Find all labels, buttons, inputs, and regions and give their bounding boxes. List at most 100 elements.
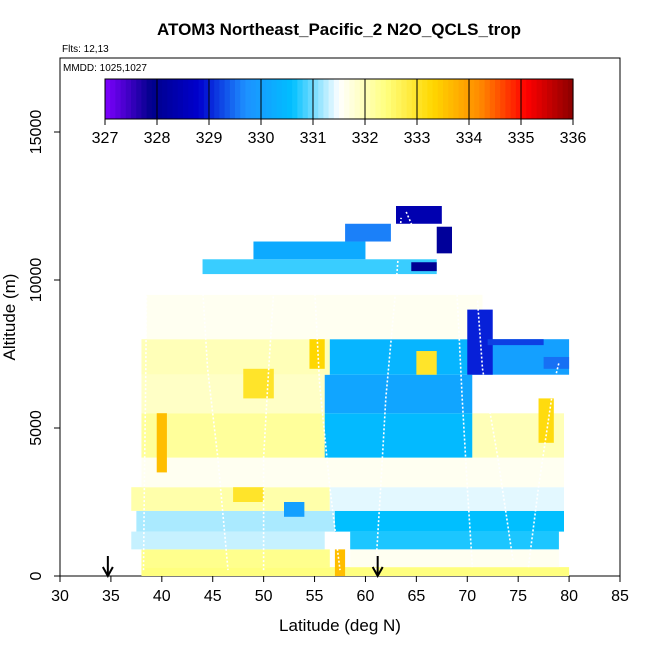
- colorbar-swatch: [224, 79, 231, 119]
- heatmap-cell-30: [543, 356, 570, 369]
- heatmap-cell-37: [538, 398, 554, 443]
- heatmap-cell-9: [329, 487, 564, 511]
- colorbar-tick-label: 330: [248, 130, 275, 147]
- colorbar-swatch: [167, 79, 174, 119]
- heatmap-cell-22: [202, 259, 437, 275]
- colorbar-swatch: [500, 79, 506, 119]
- colorbar-swatch: [432, 79, 439, 119]
- colorbar-swatch: [552, 79, 558, 119]
- flight-track-1: [201, 285, 229, 571]
- x-tick-label: 50: [255, 588, 273, 605]
- heatmap-cell-11: [141, 413, 325, 458]
- colorbar-swatch: [427, 79, 434, 119]
- colorbar-swatch: [198, 79, 205, 119]
- colorbar-swatch: [495, 79, 501, 119]
- colorbar-swatch: [526, 79, 532, 119]
- colorbar-swatch: [110, 79, 116, 119]
- x-tick-label: 40: [153, 588, 171, 605]
- colorbar-swatch: [209, 79, 215, 119]
- heatmap-cell-14: [141, 374, 325, 414]
- colorbar-swatch: [370, 79, 376, 119]
- colorbar-swatch: [333, 79, 340, 119]
- heatmap-cell-12: [324, 413, 473, 458]
- colorbar-tick-label: 328: [144, 130, 171, 147]
- colorbar-swatch: [531, 79, 538, 119]
- colorbar-swatch: [183, 79, 189, 119]
- colorbar-swatch: [458, 79, 465, 119]
- colorbar-swatch: [229, 79, 236, 119]
- colorbar-swatch: [557, 79, 564, 119]
- colorbar-swatch: [266, 79, 272, 119]
- colorbar-swatch: [125, 79, 132, 119]
- colorbar-swatch: [359, 79, 366, 119]
- y-tick-label: 10000: [28, 258, 45, 303]
- heatmap-cell-7: [334, 510, 564, 532]
- colorbar-swatch: [406, 79, 413, 119]
- heatmap-cell-31: [284, 502, 305, 517]
- down-arrow-icon: [101, 556, 114, 579]
- y-tick-label: 5000: [28, 410, 45, 446]
- colorbar-swatch: [235, 79, 241, 119]
- colorbar-swatch: [146, 79, 153, 119]
- colorbar-swatch: [203, 79, 210, 119]
- colorbar-swatch: [214, 79, 220, 119]
- heatmap-cells: [131, 206, 570, 576]
- colorbar-swatch: [313, 79, 319, 119]
- x-tick-label: 75: [509, 588, 527, 605]
- colorbar-swatch: [271, 79, 278, 119]
- x-tick-label: 30: [51, 588, 69, 605]
- colorbar-swatch: [307, 79, 314, 119]
- colorbar-tick-label: 331: [300, 130, 327, 147]
- y-tick-label: 15000: [28, 110, 45, 155]
- colorbar-swatch: [365, 79, 371, 119]
- heatmap-cell-27: [411, 262, 437, 272]
- colorbar-swatch: [115, 79, 122, 119]
- colorbar-swatch: [193, 79, 200, 119]
- heatmap-cell-25: [396, 206, 442, 224]
- colorbar-tick-label: 335: [508, 130, 535, 147]
- y-axis-label: Altitude (m): [0, 274, 19, 361]
- flight-track-5: [405, 211, 433, 257]
- colorbar-swatch: [515, 79, 522, 119]
- heatmap-cell-33: [309, 339, 325, 369]
- heatmap-cell-18: [329, 339, 473, 375]
- heatmap-cell-20: [146, 294, 483, 340]
- colorbar-swatch: [120, 79, 127, 119]
- colorbar-swatch: [131, 79, 137, 119]
- colorbar-swatch: [323, 79, 330, 119]
- colorbar-swatch: [292, 79, 298, 119]
- heatmap-cell-29: [487, 339, 544, 346]
- heatmap-cell-32: [233, 487, 264, 502]
- colorbar-swatch: [422, 79, 428, 119]
- colorbar-swatch: [219, 79, 226, 119]
- heatmap-cell-6: [136, 510, 335, 532]
- colorbar-swatch: [453, 79, 460, 119]
- colorbar-swatch: [240, 79, 246, 119]
- colorbar-tick-label: 327: [92, 130, 119, 147]
- heatmap-cell-3: [350, 549, 559, 568]
- colorbar-swatch: [339, 79, 345, 119]
- colorbar-swatch: [567, 79, 574, 119]
- heatmap-cell-2: [141, 549, 330, 568]
- x-tick-label: 55: [306, 588, 324, 605]
- heatmap-cell-15: [324, 374, 473, 414]
- colorbar-swatch: [380, 79, 387, 119]
- flight-track-8: [527, 362, 560, 568]
- x-tick-label: 60: [357, 588, 375, 605]
- flight-track-6: [456, 294, 474, 568]
- heatmap-cell-26: [436, 226, 452, 254]
- heatmap-cell-4: [131, 531, 325, 550]
- colorbar-swatch: [328, 79, 335, 119]
- colorbar-swatch: [437, 79, 444, 119]
- colorbar-swatch: [562, 79, 569, 119]
- colorbar-swatch: [484, 79, 491, 119]
- colorbar-tick-label: 336: [560, 130, 587, 147]
- flight-track-2: [262, 288, 275, 571]
- colorbar-swatch: [479, 79, 486, 119]
- flight-track-0: [142, 294, 148, 571]
- colorbar-swatch: [547, 79, 553, 119]
- colorbar-swatch: [162, 79, 168, 119]
- heatmap-cell-36: [156, 413, 167, 473]
- colorbar-swatch: [448, 79, 454, 119]
